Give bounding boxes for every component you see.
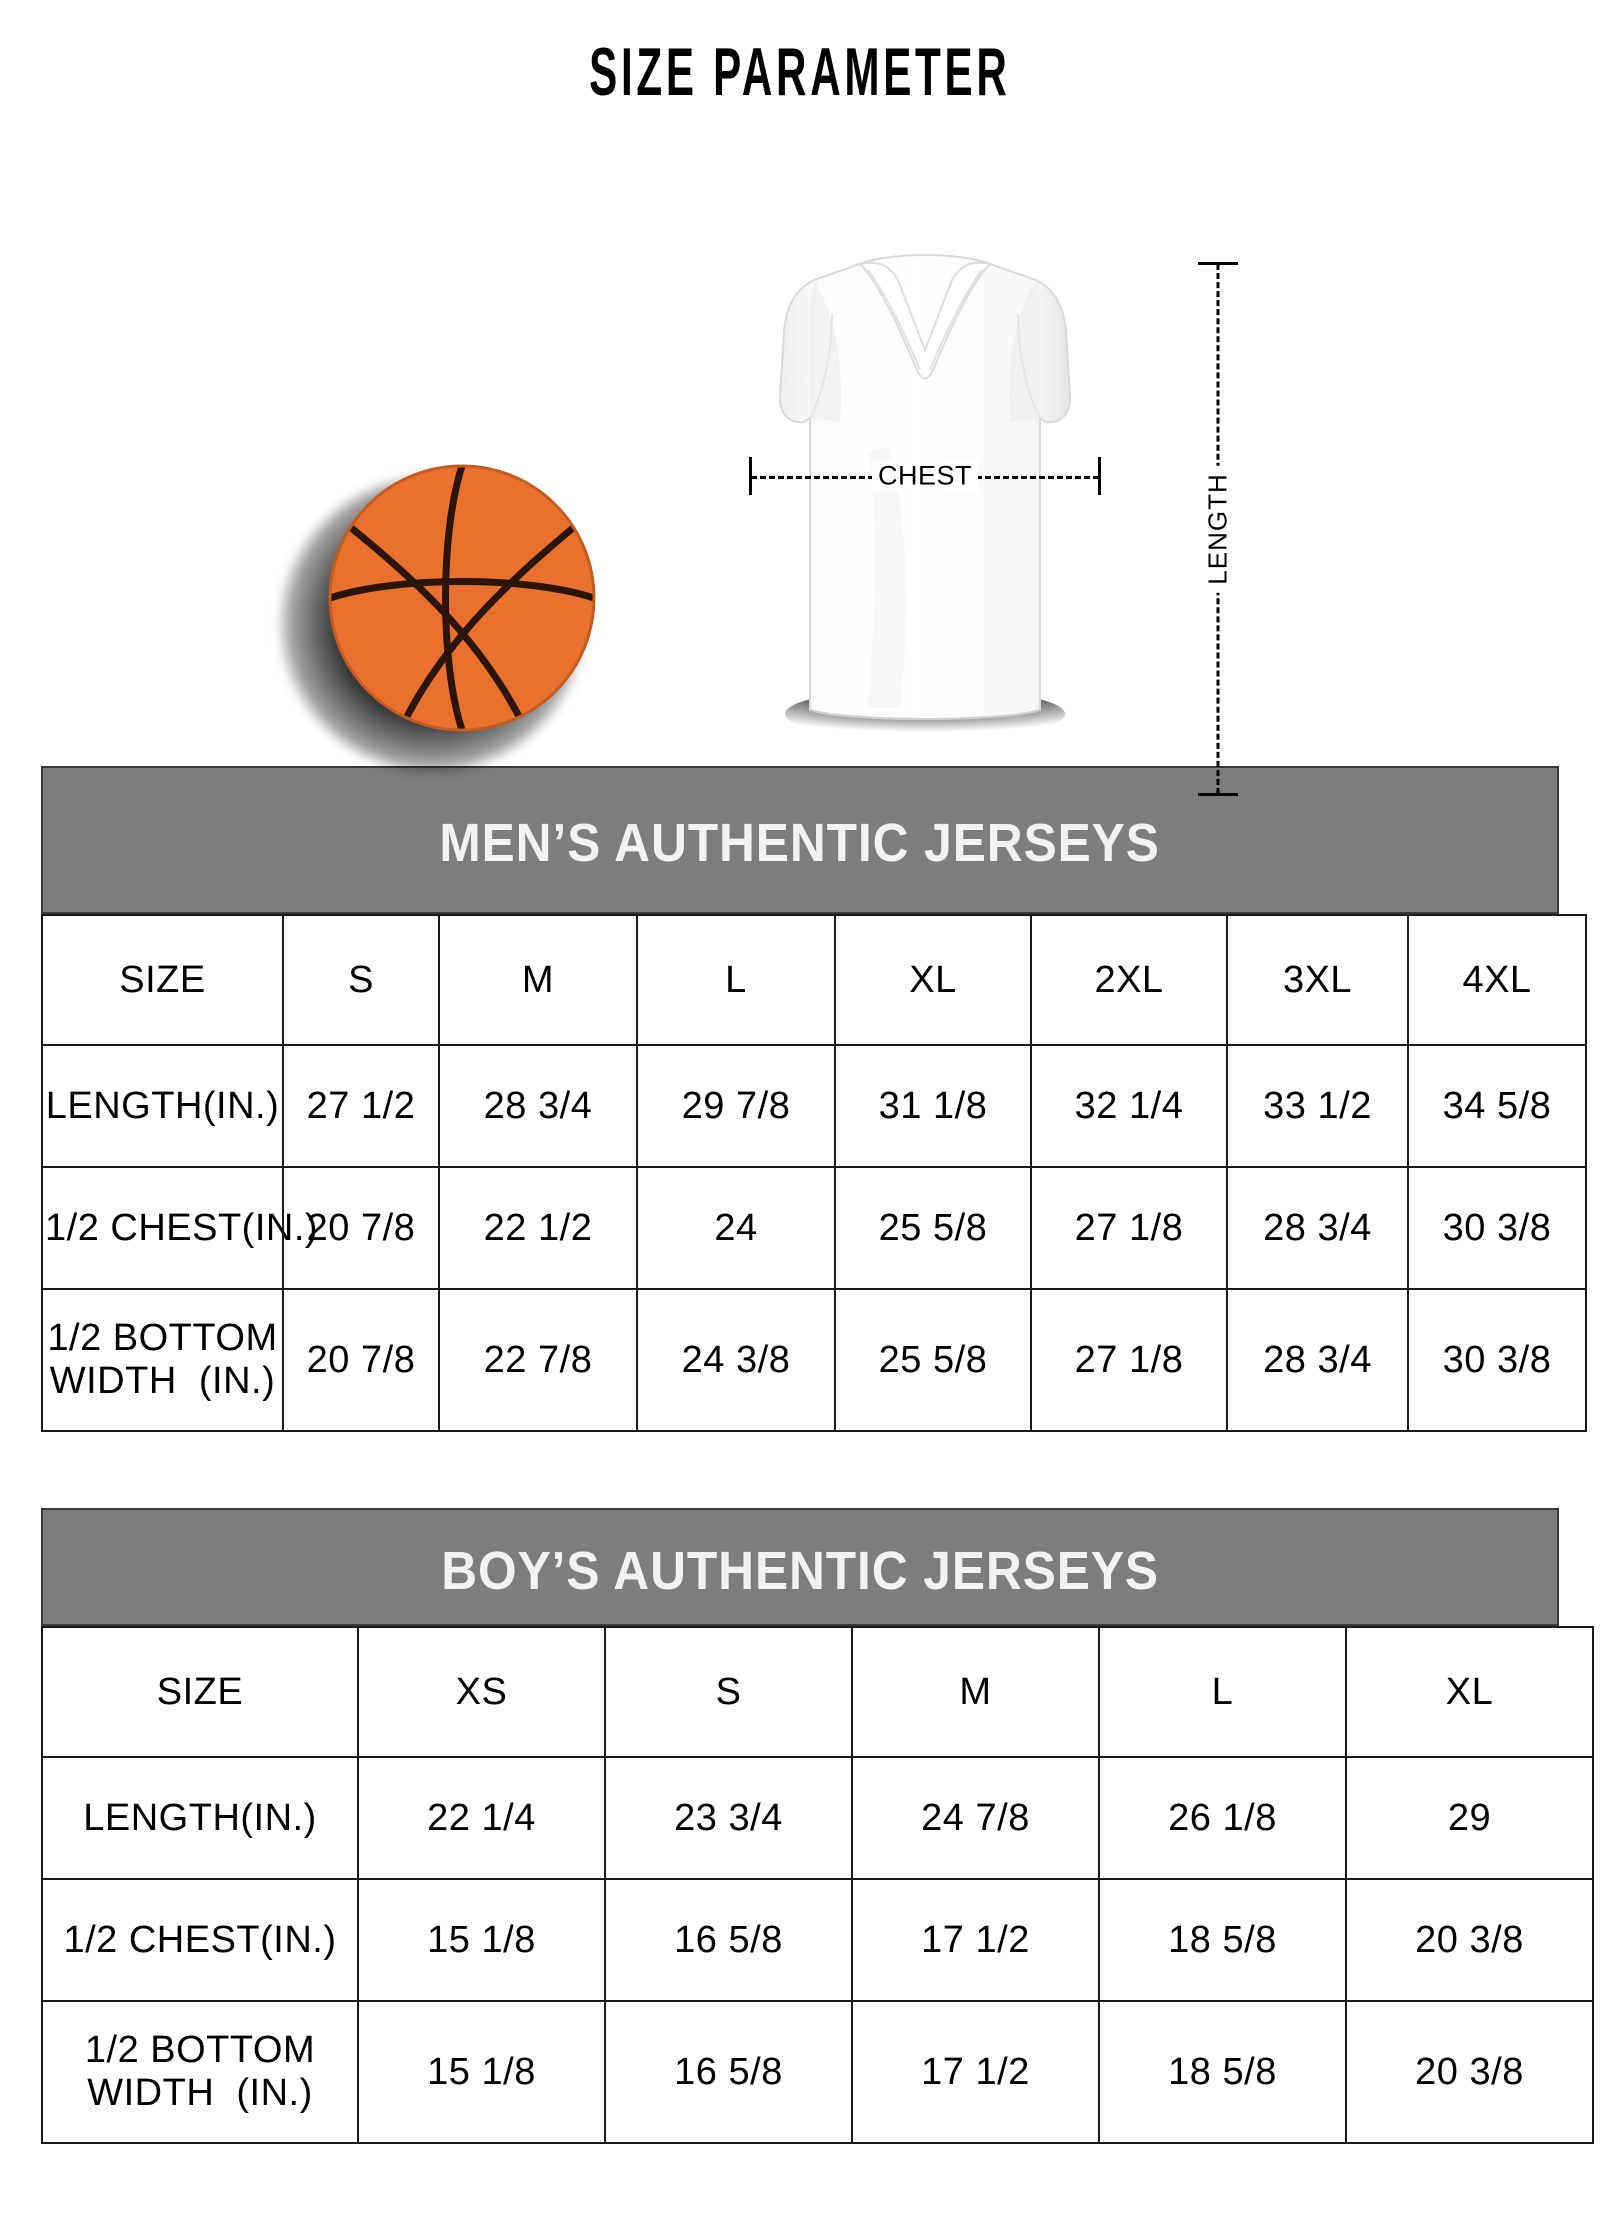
jersey-illustration	[740, 246, 1110, 766]
cell-length-l: 26 1/8	[1098, 1756, 1347, 1880]
mens-table-heading-text: MEN’S AUTHENTIC JERSEYS	[439, 813, 1161, 873]
cell-chest-2xl: 27 1/8	[1030, 1166, 1228, 1290]
table-row: LENGTH(IN.) 27 1/2 28 3/4 29 7/8 31 1/8 …	[41, 1044, 1587, 1168]
row-label-half-bottom-width: 1/2 BOTTOM WIDTH (IN.)	[41, 1288, 284, 1432]
boys-size-table-block: BOY’S AUTHENTIC JERSEYS SIZE XS S M L XL…	[41, 1508, 1594, 2144]
cell-bottom-4xl: 30 3/8	[1407, 1288, 1587, 1432]
cell-bottom-m: 17 1/2	[851, 2000, 1100, 2144]
table-row: 1/2 CHEST(IN.) 20 7/8 22 1/2 24 25 5/8 2…	[41, 1166, 1587, 1290]
column-header-l: L	[636, 914, 836, 1046]
column-header-m: M	[851, 1626, 1100, 1758]
cell-bottom-l: 18 5/8	[1098, 2000, 1347, 2144]
cell-bottom-2xl: 27 1/8	[1030, 1288, 1228, 1432]
boys-table-heading: BOY’S AUTHENTIC JERSEYS	[41, 1508, 1559, 1626]
chest-tick-left	[749, 457, 752, 495]
mens-size-table-block: MEN’S AUTHENTIC JERSEYS SIZE S M L XL 2X…	[41, 766, 1587, 1432]
cell-chest-xs: 15 1/8	[357, 1878, 606, 2002]
length-tick-top	[1198, 262, 1238, 265]
column-header-3xl: 3XL	[1226, 914, 1409, 1046]
cell-chest-s: 16 5/8	[604, 1878, 853, 2002]
cell-bottom-xl: 20 3/8	[1345, 2000, 1594, 2144]
page-header: SIZE PARAMETER	[0, 0, 1600, 106]
length-tick-bottom	[1198, 793, 1238, 796]
cell-bottom-m: 22 7/8	[438, 1288, 638, 1432]
column-header-4xl: 4XL	[1407, 914, 1587, 1046]
cell-chest-l: 24	[636, 1166, 836, 1290]
mens-table-heading: MEN’S AUTHENTIC JERSEYS	[41, 766, 1559, 914]
cell-bottom-s: 16 5/8	[604, 2000, 853, 2144]
basketball-illustration	[282, 456, 620, 776]
cell-bottom-3xl: 28 3/4	[1226, 1288, 1409, 1432]
cell-bottom-xs: 15 1/8	[357, 2000, 606, 2144]
basketball-icon	[328, 464, 596, 732]
cell-length-m: 24 7/8	[851, 1756, 1100, 1880]
cell-length-xs: 22 1/4	[357, 1756, 606, 1880]
column-header-m: M	[438, 914, 638, 1046]
illustration-area: CHEST LENGTH	[0, 86, 1600, 796]
mens-size-table: SIZE S M L XL 2XL 3XL 4XL LENGTH(IN.) 27…	[41, 914, 1587, 1432]
column-header-s: S	[282, 914, 440, 1046]
table-row: LENGTH(IN.) 22 1/4 23 3/4 24 7/8 26 1/8 …	[41, 1756, 1594, 1880]
table-row: 1/2 BOTTOM WIDTH (IN.) 20 7/8 22 7/8 24 …	[41, 1288, 1587, 1432]
column-header-l: L	[1098, 1626, 1347, 1758]
cell-chest-3xl: 28 3/4	[1226, 1166, 1409, 1290]
row-label-length: LENGTH(IN.)	[41, 1756, 359, 1880]
row-label-line2: WIDTH (IN.)	[87, 2072, 313, 2114]
column-header-xs: XS	[357, 1626, 606, 1758]
column-header-xl: XL	[834, 914, 1032, 1046]
cell-length-s: 23 3/4	[604, 1756, 853, 1880]
length-dimension: LENGTH	[1188, 258, 1248, 800]
row-label-half-chest: 1/2 CHEST(IN.)	[41, 1166, 318, 1290]
cell-chest-m: 17 1/2	[851, 1878, 1100, 2002]
chest-dimension: CHEST	[745, 456, 1105, 496]
cell-bottom-xl: 25 5/8	[834, 1288, 1032, 1432]
table-header-row: SIZE S M L XL 2XL 3XL 4XL	[41, 914, 1587, 1046]
cell-chest-4xl: 30 3/8	[1407, 1166, 1587, 1290]
length-dimension-label: LENGTH	[1198, 465, 1238, 593]
cell-chest-xl: 25 5/8	[834, 1166, 1032, 1290]
cell-chest-l: 18 5/8	[1098, 1878, 1347, 2002]
row-label-half-chest: 1/2 CHEST(IN.)	[41, 1878, 359, 2002]
column-header-size: SIZE	[41, 914, 284, 1046]
column-header-size: SIZE	[41, 1626, 359, 1758]
cell-bottom-s: 20 7/8	[282, 1288, 440, 1432]
row-label-line1: 1/2 BOTTOM	[84, 2029, 316, 2072]
column-header-s: S	[604, 1626, 853, 1758]
page-title: SIZE PARAMETER	[589, 34, 1011, 110]
jersey-icon	[778, 254, 1072, 740]
chest-dimension-label: CHEST	[871, 460, 979, 492]
row-label-line1: 1/2 BOTTOM	[47, 1317, 278, 1360]
cell-length-2xl: 32 1/4	[1030, 1044, 1228, 1168]
cell-length-xl: 29	[1345, 1756, 1594, 1880]
chest-tick-right	[1098, 457, 1101, 495]
table-spacer	[0, 1432, 1600, 1508]
boys-size-table: SIZE XS S M L XL LENGTH(IN.) 22 1/4 23 3…	[41, 1626, 1594, 2144]
cell-chest-s: 20 7/8	[282, 1166, 440, 1290]
boys-table-heading-text: BOY’S AUTHENTIC JERSEYS	[441, 1541, 1159, 1601]
table-header-row: SIZE XS S M L XL	[41, 1626, 1594, 1758]
cell-bottom-l: 24 3/8	[636, 1288, 836, 1432]
cell-chest-m: 22 1/2	[438, 1166, 638, 1290]
cell-chest-xl: 20 3/8	[1345, 1878, 1594, 2002]
table-row: 1/2 CHEST(IN.) 15 1/8 16 5/8 17 1/2 18 5…	[41, 1878, 1594, 2002]
column-header-xl: XL	[1345, 1626, 1594, 1758]
row-label-line2: WIDTH (IN.)	[49, 1360, 276, 1402]
cell-length-xl: 31 1/8	[834, 1044, 1032, 1168]
table-row: 1/2 BOTTOM WIDTH (IN.) 15 1/8 16 5/8 17 …	[41, 2000, 1594, 2144]
row-label-length: LENGTH(IN.)	[41, 1044, 284, 1168]
row-label-half-bottom-width: 1/2 BOTTOM WIDTH (IN.)	[41, 2000, 359, 2144]
column-header-2xl: 2XL	[1030, 914, 1228, 1046]
cell-length-3xl: 33 1/2	[1226, 1044, 1409, 1168]
cell-length-s: 27 1/2	[282, 1044, 440, 1168]
cell-length-m: 28 3/4	[438, 1044, 638, 1168]
cell-length-l: 29 7/8	[636, 1044, 836, 1168]
cell-length-4xl: 34 5/8	[1407, 1044, 1587, 1168]
